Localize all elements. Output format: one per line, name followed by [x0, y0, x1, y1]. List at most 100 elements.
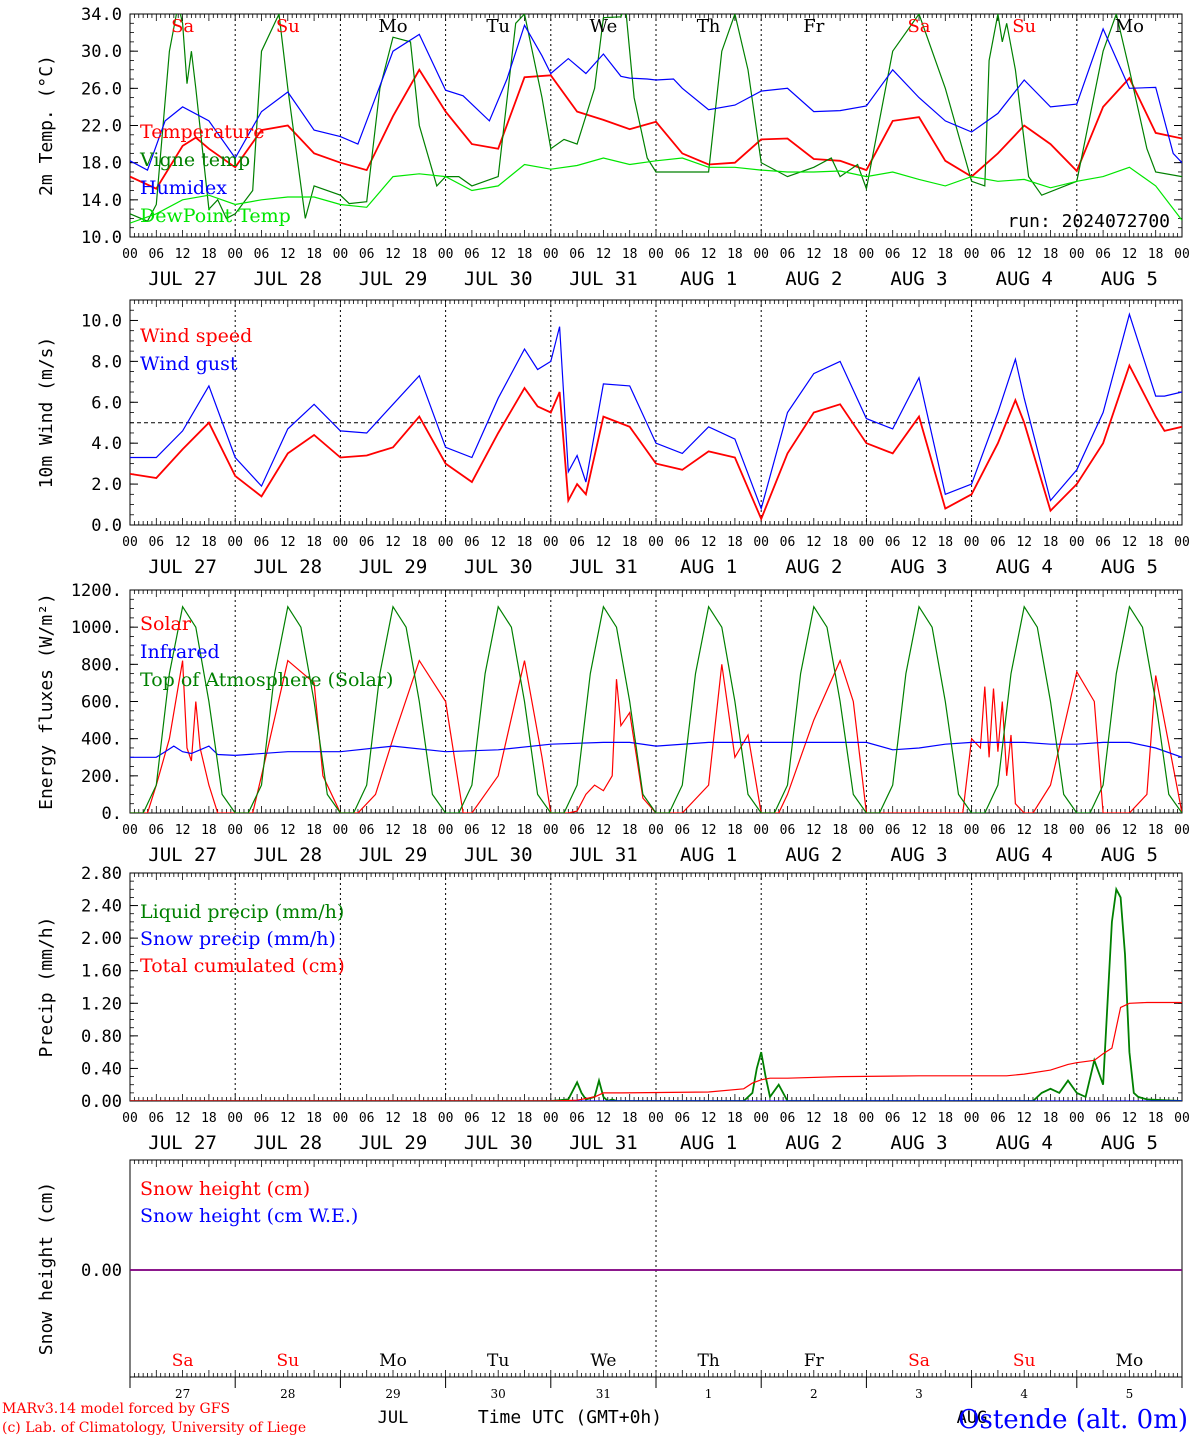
date-label: AUG 2 — [785, 556, 842, 578]
hour-tick-label: 18 — [411, 247, 427, 262]
y-tick-label: 1.60 — [81, 962, 122, 982]
hour-tick-label: 12 — [701, 247, 717, 262]
hour-tick-label: 00 — [964, 535, 980, 550]
xaxis-title: Time UTC (GMT+0h) — [478, 1407, 662, 1428]
series-line-wind-gust — [130, 312, 1182, 511]
date-label: JUL 28 — [253, 268, 322, 290]
series-line-humidex — [130, 23, 1182, 171]
hour-tick-label: 00 — [648, 247, 664, 262]
hour-tick-label: 00 — [859, 247, 875, 262]
hour-tick-label: 18 — [1043, 247, 1059, 262]
hour-tick-label: 00 — [1174, 823, 1190, 838]
hour-tick-label: 00 — [648, 1111, 664, 1126]
hour-tick-label: 06 — [464, 535, 480, 550]
day-number-label: 5 — [1126, 1387, 1134, 1401]
hour-tick-label: 00 — [1069, 1111, 1085, 1126]
y-tick-label: 2.40 — [81, 897, 122, 917]
hour-tick-label: 00 — [122, 247, 138, 262]
hour-tick-label: 18 — [937, 1111, 953, 1126]
legend-entry: Snow height (cm W.E.) — [140, 1205, 358, 1227]
weekday-label: Sa — [908, 1351, 930, 1371]
hour-tick-label: 12 — [490, 1111, 506, 1126]
legend-entry: Snow height (cm) — [140, 1178, 310, 1200]
hour-tick-label: 18 — [727, 247, 743, 262]
date-label: AUG 2 — [785, 268, 842, 290]
hour-tick-label: 12 — [806, 1111, 822, 1126]
hour-tick-label: 00 — [753, 247, 769, 262]
hour-tick-label: 00 — [964, 1111, 980, 1126]
hour-tick-label: 06 — [148, 535, 164, 550]
date-label: JUL 27 — [148, 844, 217, 866]
hour-tick-label: 06 — [990, 247, 1006, 262]
y-tick-label: 30.0 — [81, 42, 122, 62]
hour-tick-label: 12 — [1122, 247, 1138, 262]
day-number-label: 4 — [1020, 1387, 1028, 1401]
y-tick-label: 2.80 — [81, 864, 122, 884]
y-tick-label: 0.00 — [81, 1092, 122, 1112]
hour-tick-label: 12 — [806, 535, 822, 550]
hour-tick-label: 18 — [727, 823, 743, 838]
weekday-label: Mo — [378, 16, 407, 37]
y-axis-label: 2m Temp. (°C) — [36, 55, 57, 196]
hour-tick-label: 12 — [911, 823, 927, 838]
hour-tick-label: 12 — [1016, 1111, 1032, 1126]
y-tick-label: 8.0 — [91, 352, 122, 372]
date-label: AUG 5 — [1101, 1132, 1158, 1154]
hour-tick-label: 06 — [780, 247, 796, 262]
hour-tick-label: 12 — [911, 535, 927, 550]
weekday-label: Sa — [907, 16, 930, 37]
hour-tick-label: 00 — [753, 535, 769, 550]
series-line-top-of-atmosphere-solar- — [130, 605, 1182, 813]
date-label: AUG 5 — [1101, 268, 1158, 290]
hour-tick-label: 12 — [1122, 823, 1138, 838]
day-number-label: 2 — [810, 1387, 818, 1401]
hour-tick-label: 12 — [1122, 1111, 1138, 1126]
y-tick-label: 2.00 — [81, 929, 122, 949]
weekday-label: Sa — [171, 16, 194, 37]
y-tick-label: 1200. — [71, 581, 122, 601]
weekday-label: Mo — [1116, 1351, 1144, 1371]
series-line-temperature — [130, 68, 1182, 190]
hour-tick-label: 06 — [780, 823, 796, 838]
hour-tick-label: 06 — [569, 823, 585, 838]
hour-tick-label: 18 — [306, 1111, 322, 1126]
series-line-infrared — [130, 741, 1182, 758]
hour-tick-label: 00 — [753, 823, 769, 838]
hour-tick-label: 18 — [517, 823, 533, 838]
hour-tick-label: 00 — [227, 823, 243, 838]
date-label: AUG 1 — [680, 556, 737, 578]
legend-entry: Snow precip (mm/h) — [140, 928, 336, 950]
day-number-label: 29 — [385, 1387, 400, 1401]
legend-entry: Humidex — [140, 177, 227, 199]
weekday-label: Fr — [803, 16, 824, 37]
date-label: AUG 1 — [680, 268, 737, 290]
month-label-right: AUG — [957, 1408, 988, 1428]
hour-tick-label: 12 — [385, 247, 401, 262]
hour-tick-label: 00 — [753, 1111, 769, 1126]
hour-tick-label: 18 — [411, 1111, 427, 1126]
hour-tick-label: 00 — [227, 1111, 243, 1126]
hour-tick-label: 12 — [385, 1111, 401, 1126]
hour-tick-label: 12 — [175, 823, 191, 838]
hour-tick-label: 00 — [859, 1111, 875, 1126]
weekday-label: Tu — [487, 1351, 509, 1371]
hour-tick-label: 18 — [622, 823, 638, 838]
hour-tick-label: 06 — [569, 1111, 585, 1126]
hour-tick-label: 18 — [832, 247, 848, 262]
hour-tick-label: 06 — [569, 535, 585, 550]
date-label: AUG 4 — [996, 844, 1053, 866]
hour-tick-label: 06 — [569, 247, 585, 262]
hour-tick-label: 12 — [385, 823, 401, 838]
hour-tick-label: 00 — [438, 247, 454, 262]
hour-tick-label: 06 — [780, 535, 796, 550]
hour-tick-label: 06 — [254, 1111, 270, 1126]
hour-tick-label: 06 — [254, 535, 270, 550]
credit-line-1: MARv3.14 model forced by GFS — [2, 1401, 230, 1417]
date-label: AUG 1 — [680, 1132, 737, 1154]
day-number-label: 31 — [596, 1387, 611, 1401]
date-label: AUG 5 — [1101, 556, 1158, 578]
hour-tick-label: 18 — [832, 535, 848, 550]
y-tick-label: 400. — [81, 730, 122, 750]
weekday-label: Tu — [486, 16, 510, 37]
y-tick-label: 600. — [81, 693, 122, 713]
